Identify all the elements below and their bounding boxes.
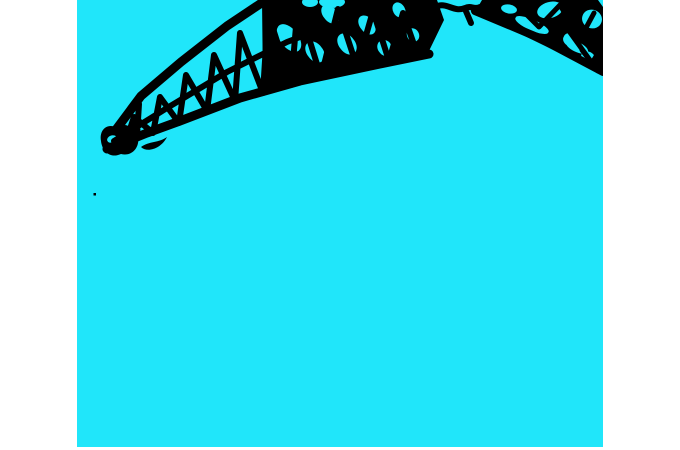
boom-lacing-diagonals	[111, 0, 421, 147]
crane-truss-silhouette	[93, 0, 603, 196]
keyed-image-canvas	[77, 0, 603, 447]
floating-speck	[93, 193, 96, 196]
boom-chords	[102, 0, 434, 154]
right-bottom-chord	[471, 7, 603, 76]
